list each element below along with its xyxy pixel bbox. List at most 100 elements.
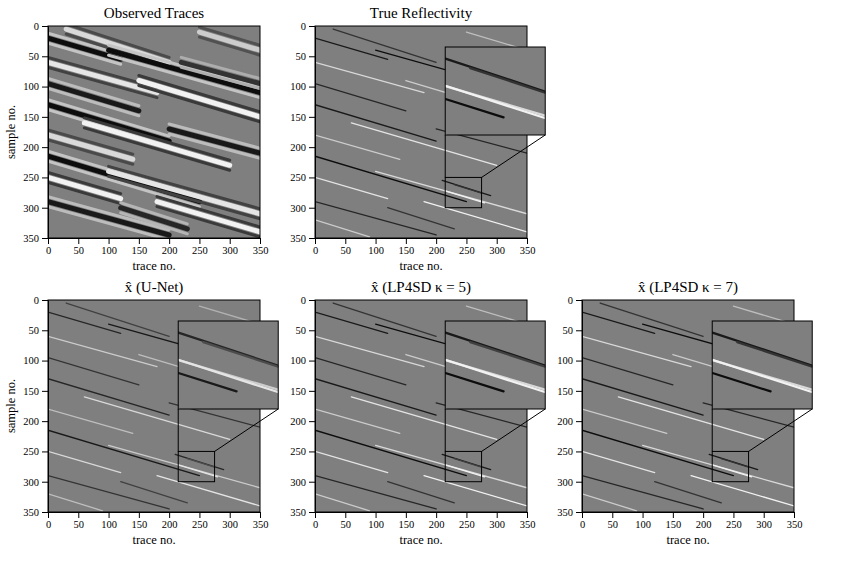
- y-tick-label: 200: [23, 142, 39, 153]
- y-tick-mark: [42, 391, 48, 392]
- reflector: [582, 409, 667, 433]
- x-tick-label: 0: [46, 519, 51, 530]
- x-tick-mark: [345, 512, 346, 518]
- x-tick: 300: [222, 238, 238, 256]
- y-tick-label: 150: [557, 386, 573, 397]
- reflector: [709, 454, 757, 469]
- y-tick: 350: [557, 507, 582, 518]
- x-tick-mark: [406, 238, 407, 244]
- x-tick-mark: [139, 238, 140, 244]
- reflector: [178, 330, 278, 374]
- x-tick-label: 150: [131, 245, 147, 256]
- x-tick-mark: [199, 238, 200, 244]
- y-tick: 350: [23, 233, 48, 244]
- reflector: [582, 379, 703, 415]
- y-tick-mark: [576, 300, 582, 301]
- reflector: [315, 202, 436, 235]
- y-tick-label: 150: [290, 386, 306, 397]
- reflector: [691, 476, 794, 506]
- y-tick: 100: [290, 355, 315, 366]
- y-tick: 50: [29, 51, 49, 62]
- inset-marks: [712, 321, 812, 409]
- reflector: [424, 202, 527, 232]
- reflector: [582, 476, 703, 509]
- y-tick-label: 350: [557, 507, 573, 518]
- reflector: [315, 84, 406, 111]
- reflector: [445, 321, 503, 391]
- plot-frame: [48, 26, 260, 238]
- trace-event: [181, 62, 260, 83]
- y-tick: 300: [290, 203, 315, 214]
- y-tick-label: 250: [557, 446, 573, 457]
- panel-title: True Reflectivity: [370, 5, 473, 21]
- reflector: [712, 360, 812, 395]
- x-tick-label: 200: [429, 519, 445, 530]
- y-tick: 200: [290, 142, 315, 153]
- zoom-box: [712, 451, 748, 481]
- y-tick: 150: [290, 112, 315, 123]
- y-tick-label: 100: [23, 81, 39, 92]
- x-tick: 350: [520, 512, 536, 530]
- inset: [87, 0, 670, 219]
- zoom-connector: [712, 409, 713, 451]
- x-tick: 250: [726, 512, 742, 530]
- reflector: [315, 451, 388, 472]
- reflector: [721, 459, 748, 467]
- reflector: [48, 476, 169, 509]
- reflector: [315, 312, 388, 333]
- x-tick-label: 50: [608, 519, 619, 530]
- zoom-connector: [482, 409, 546, 451]
- x-tick-label: 200: [162, 519, 178, 530]
- x-tick-label: 100: [635, 519, 651, 530]
- inset: [354, 0, 851, 493]
- x-tick: 300: [489, 238, 505, 256]
- reflector: [470, 68, 545, 93]
- x-axis: 050100150200250300350: [313, 512, 536, 530]
- x-tick-mark: [436, 512, 437, 518]
- y-tick-mark: [309, 26, 315, 27]
- x-tick: 50: [74, 238, 85, 256]
- y-tick-label: 300: [23, 203, 39, 214]
- reflector: [582, 312, 655, 333]
- reflector: [315, 156, 466, 201]
- panel-title: x̂ (LP4SD κ = 7): [638, 279, 738, 296]
- y-tick-label: 350: [290, 233, 306, 244]
- y-tick-mark: [309, 177, 315, 178]
- reflector: [178, 391, 278, 409]
- y-tick: 200: [23, 142, 48, 153]
- x-tick-mark: [406, 512, 407, 518]
- x-tick-label: 250: [726, 519, 742, 530]
- x-tick: 200: [162, 238, 178, 256]
- x-tick-mark: [673, 512, 674, 518]
- x-tick-mark: [109, 238, 110, 244]
- y-axis-line: [315, 301, 316, 513]
- reflector: [315, 358, 406, 385]
- reflector: [48, 379, 169, 415]
- y-axis-line: [48, 301, 49, 513]
- x-tick-mark: [527, 238, 528, 244]
- y-tick: 50: [296, 325, 316, 336]
- wavelet-sidelobe: [48, 89, 139, 116]
- x-tick-label: 50: [74, 519, 85, 530]
- x-tick-label: 200: [696, 519, 712, 530]
- y-tick-mark: [42, 300, 48, 301]
- y-tick-mark: [42, 87, 48, 88]
- reflector: [388, 482, 455, 503]
- reflector: [600, 303, 703, 336]
- panel-title: Observed Traces: [104, 5, 205, 21]
- y-tick-label: 200: [23, 416, 39, 427]
- x-tick-mark: [169, 238, 170, 244]
- reflector: [445, 321, 545, 409]
- y-axis: 050100150200250300350: [290, 295, 315, 518]
- y-tick-label: 50: [296, 325, 307, 336]
- plot-background: [48, 26, 260, 238]
- y-tick: 150: [23, 112, 48, 123]
- trace-event: [121, 208, 188, 229]
- y-tick-mark: [576, 421, 582, 422]
- x-tick-label: 300: [222, 519, 238, 530]
- y-tick-mark: [576, 361, 582, 362]
- wavelet-sidelobe: [109, 55, 260, 97]
- x-tick-label: 350: [787, 519, 803, 530]
- y-tick-label: 300: [290, 203, 306, 214]
- x-tick: 150: [131, 238, 147, 256]
